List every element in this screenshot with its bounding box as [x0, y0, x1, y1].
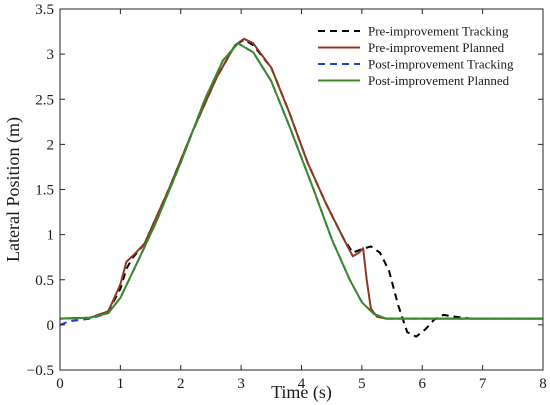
y-tick-label: 2.5 — [35, 92, 54, 108]
x-tick-label: 3 — [237, 376, 245, 392]
x-tick-label: 6 — [419, 376, 427, 392]
legend: Pre-improvement TrackingPre-improvement … — [318, 24, 514, 88]
series-layer — [59, 37, 543, 338]
y-tick-label: 0 — [47, 318, 55, 334]
ticks-layer: 0 1 2 3 4 5 6 7 8−0.500.511.522.533.5 — [27, 2, 547, 392]
legend-label: Post-improvement Planned — [368, 73, 510, 88]
legend-label: Pre-improvement Tracking — [368, 24, 509, 39]
legend-label: Pre-improvement Planned — [368, 40, 505, 55]
y-tick-label: 3.5 — [35, 2, 54, 18]
x-tick-label: 2 — [177, 376, 185, 392]
x-tick-label: 5 — [358, 376, 366, 392]
x-axis-title: Time (s) — [271, 382, 332, 403]
y-tick-label: 0.5 — [35, 273, 54, 289]
y-axis-title: Lateral Position (m) — [3, 117, 24, 262]
x-tick-label: 0 — [56, 376, 64, 392]
y-tick-label: 1 — [47, 228, 55, 244]
y-tick-label: 1.5 — [35, 183, 54, 199]
legend-label: Post-improvement Tracking — [368, 57, 514, 72]
series-line-4 — [59, 42, 543, 320]
y-tick-label: 3 — [47, 47, 55, 63]
y-tick-label: −0.5 — [27, 363, 54, 379]
x-tick-label: 7 — [479, 376, 487, 392]
x-tick-label: 4 — [298, 376, 306, 392]
y-tick-label: 2 — [47, 137, 55, 153]
x-tick-label: 1 — [117, 376, 125, 392]
x-tick-label: 8 — [539, 376, 547, 392]
series-line-2 — [59, 37, 543, 320]
